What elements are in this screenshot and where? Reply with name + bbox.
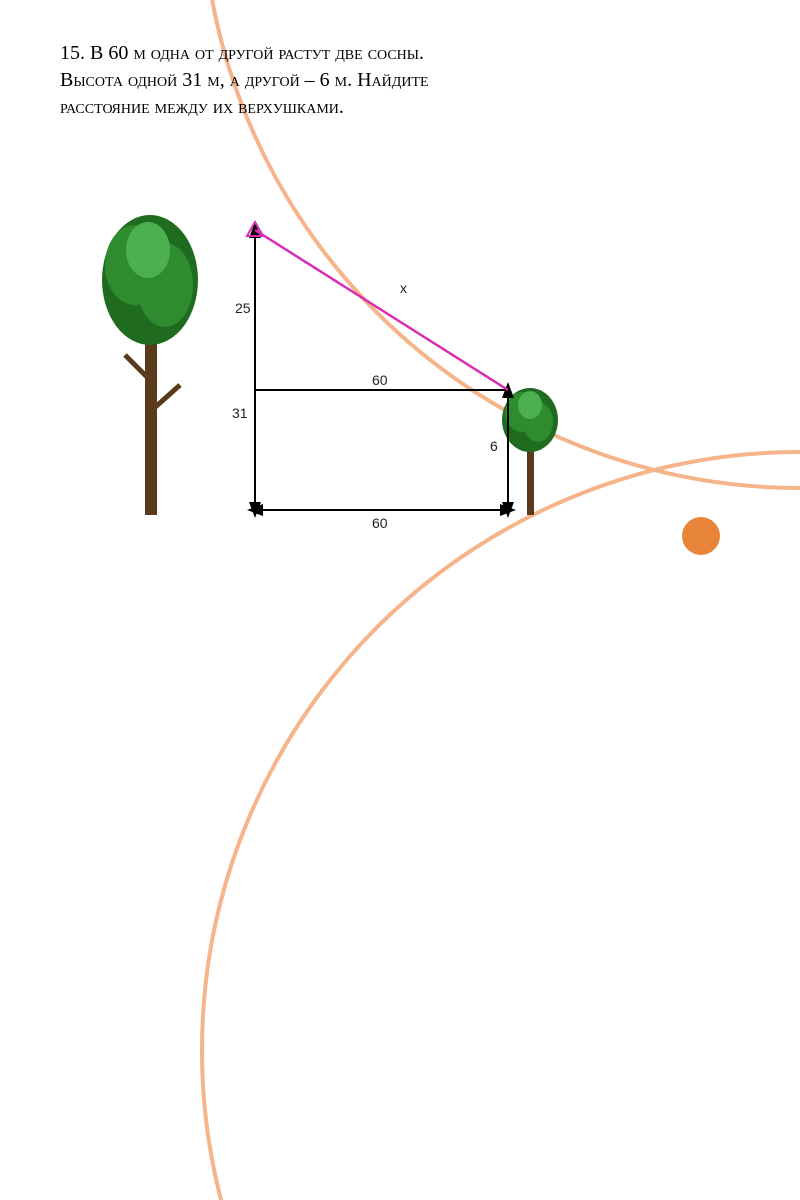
label-height-left: 31	[232, 405, 248, 421]
hypotenuse-line	[255, 230, 508, 390]
decorative-arc-bottom	[200, 450, 800, 1200]
problem-line1: В 60 м одна от другой растут две сосны.	[90, 42, 424, 64]
tall-tree	[102, 215, 198, 515]
short-tree	[502, 388, 558, 515]
diagram-svg	[90, 210, 650, 540]
label-bottom-horizontal: 60	[372, 515, 388, 531]
label-mid-horizontal: 60	[372, 372, 388, 388]
problem-number: 15.	[60, 42, 85, 64]
problem-line3: расстояние между их верхушками.	[60, 96, 344, 118]
label-height-right: 6	[490, 438, 498, 454]
label-hypotenuse: x	[400, 280, 407, 296]
problem-statement: 15. В 60 м одна от другой растут две сос…	[60, 40, 680, 121]
geometry-diagram: 25 x 60 31 6 60	[90, 210, 650, 540]
label-height-diff: 25	[235, 300, 251, 316]
decorative-dot	[682, 517, 720, 555]
problem-line2: Высота одной 31 м, а другой – 6 м. Найди…	[60, 69, 429, 91]
